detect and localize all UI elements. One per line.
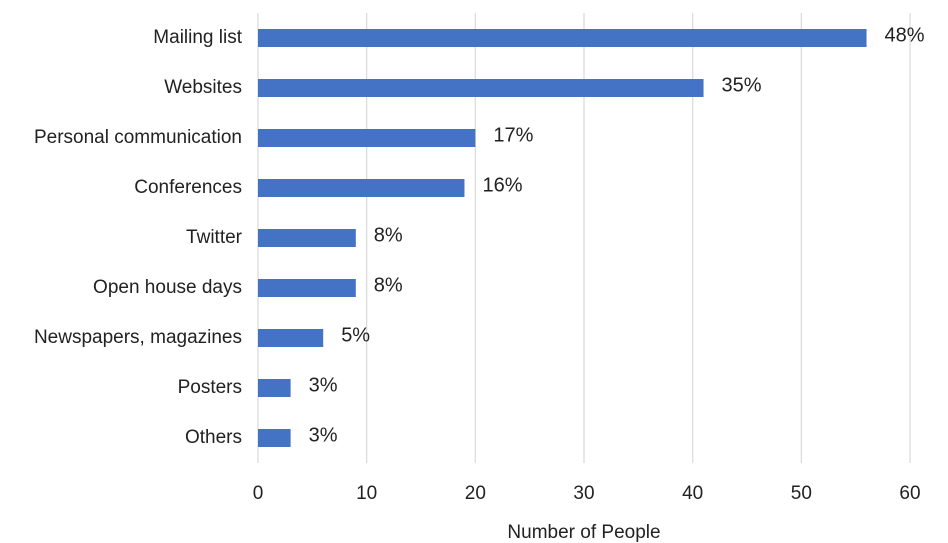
y-tick-label: Mailing list bbox=[153, 27, 242, 48]
bar-label: 17% bbox=[493, 124, 533, 146]
x-tick-label: 20 bbox=[465, 483, 486, 504]
bar-label: 16% bbox=[482, 174, 522, 196]
bar bbox=[258, 129, 476, 147]
y-tick-label: Posters bbox=[178, 377, 242, 398]
bar bbox=[258, 179, 465, 197]
bar bbox=[258, 279, 356, 297]
bar bbox=[258, 329, 324, 347]
x-axis-title: Number of People bbox=[507, 522, 660, 543]
bar-label: 8% bbox=[374, 274, 403, 296]
x-tick-label: 60 bbox=[899, 483, 920, 504]
x-tick-label: 50 bbox=[791, 483, 812, 504]
x-tick-label: 40 bbox=[682, 483, 703, 504]
x-tick-label: 10 bbox=[356, 483, 377, 504]
bar-label: 35% bbox=[722, 74, 762, 96]
bar-label: 3% bbox=[309, 424, 338, 446]
y-tick-label: Twitter bbox=[186, 227, 243, 248]
bar-label: 5% bbox=[341, 324, 370, 346]
y-tick-label: Websites bbox=[164, 77, 242, 98]
bar bbox=[258, 429, 291, 447]
bar bbox=[258, 229, 356, 247]
y-tick-label: Conferences bbox=[134, 177, 242, 198]
y-tick-label: Personal communication bbox=[34, 127, 242, 148]
y-tick-label: Others bbox=[185, 427, 242, 448]
bar bbox=[258, 379, 291, 397]
bar bbox=[258, 29, 867, 47]
bar-label: 48% bbox=[885, 24, 925, 46]
x-tick-label: 30 bbox=[573, 483, 594, 504]
bar bbox=[258, 79, 704, 97]
y-tick-label: Open house days bbox=[93, 277, 242, 298]
x-tick-label: 0 bbox=[253, 483, 264, 504]
y-tick-label: Newspapers, magazines bbox=[34, 327, 242, 348]
bar-label: 3% bbox=[309, 374, 338, 396]
bar-label: 8% bbox=[374, 224, 403, 246]
